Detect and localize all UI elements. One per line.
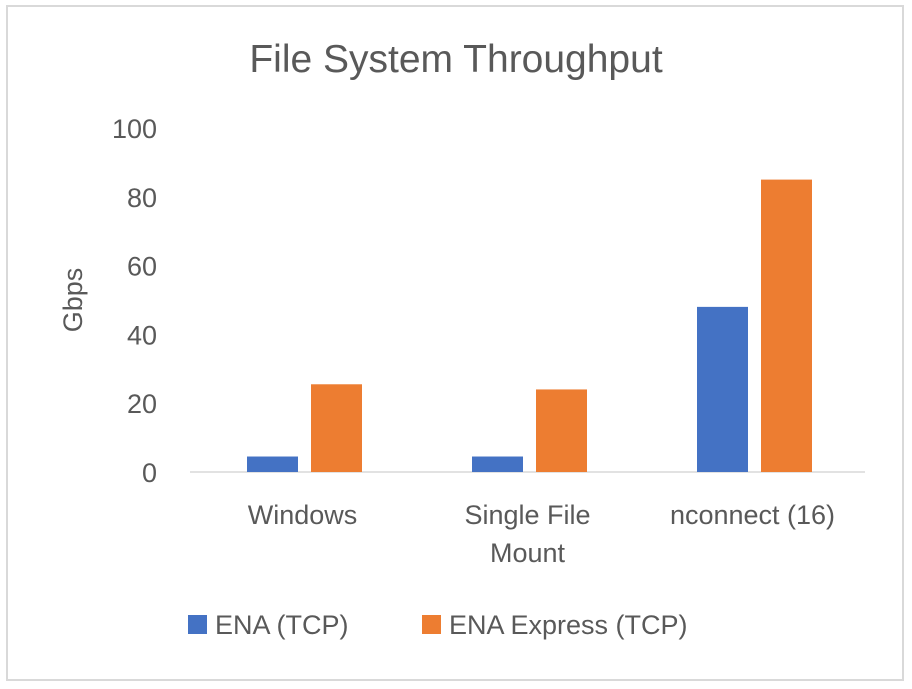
bar <box>761 179 812 472</box>
x-tick-label: nconnect (16) <box>670 500 835 530</box>
legend-label: ENA Express (TCP) <box>449 610 688 640</box>
legend-label: ENA (TCP) <box>215 610 349 640</box>
y-tick-label: 100 <box>112 114 157 144</box>
bar <box>247 456 298 472</box>
bar <box>311 384 362 472</box>
y-axis-label: Gbps <box>58 268 88 333</box>
y-tick-label: 60 <box>127 252 157 282</box>
chart-frame <box>6 5 904 681</box>
x-tick-label: Windows <box>248 500 358 530</box>
x-tick-label: Mount <box>490 538 566 568</box>
legend-swatch <box>188 615 207 634</box>
chart-title: File System Throughput <box>249 38 662 81</box>
x-tick-label: Single File <box>464 500 590 530</box>
y-tick-label: 80 <box>127 183 157 213</box>
y-tick-label: 40 <box>127 320 157 350</box>
bar <box>472 456 523 472</box>
y-tick-label: 0 <box>142 458 157 488</box>
y-tick-label: 20 <box>127 389 157 419</box>
bar <box>697 306 748 472</box>
legend-swatch <box>422 615 441 634</box>
bar <box>536 389 587 472</box>
